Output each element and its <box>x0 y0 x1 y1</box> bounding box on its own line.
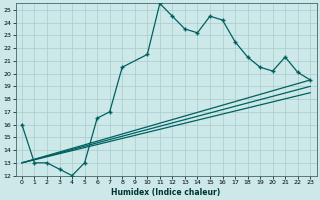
X-axis label: Humidex (Indice chaleur): Humidex (Indice chaleur) <box>111 188 221 197</box>
